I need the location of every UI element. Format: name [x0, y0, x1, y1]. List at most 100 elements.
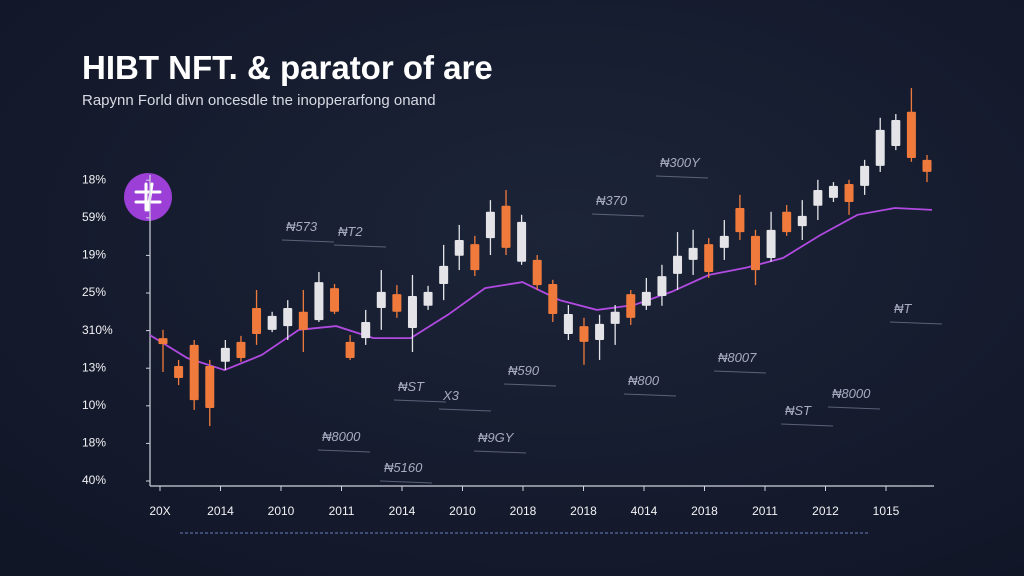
candle-body [236, 341, 246, 359]
candle-body [922, 159, 932, 172]
y-tick-label: 13% [82, 360, 106, 374]
candle-body [610, 311, 620, 324]
annotation-underline [393, 399, 447, 403]
candle-body [891, 120, 901, 146]
candle-body [376, 291, 386, 309]
annotation-underline [827, 406, 881, 410]
x-tick-label: 2012 [812, 504, 839, 518]
average-line [149, 207, 933, 372]
annotation-underline [591, 213, 645, 217]
candle-body [454, 239, 464, 256]
annotation: ₦9GY [478, 430, 515, 445]
candle-body [813, 189, 823, 206]
annotation: ₦T2 [338, 224, 363, 239]
candle-body [439, 265, 449, 284]
candle-body [392, 294, 402, 312]
x-tick-label: 2018 [691, 504, 718, 518]
chart-title: HIBT NFT. & parator of are [82, 49, 493, 86]
candle-body [906, 111, 916, 159]
y-tick-label: 18% [82, 172, 106, 186]
candle-body [688, 247, 698, 260]
annotation-underline [655, 175, 709, 179]
annotation-underline [503, 383, 557, 387]
candle-body [673, 255, 683, 274]
candle-body [189, 344, 199, 401]
y-tick-label: 40% [82, 473, 106, 487]
annotation-underline [713, 370, 767, 374]
x-tick-label: 2014 [389, 504, 416, 518]
candle-body [595, 323, 605, 340]
candle-body [579, 326, 589, 342]
annotation: ₦800 [628, 373, 660, 388]
annotation: ₦590 [508, 363, 540, 378]
candle-body [174, 365, 184, 378]
y-tick-label: 310% [82, 323, 113, 337]
candle-body [548, 283, 558, 315]
candle-body [828, 185, 838, 198]
candle-body [220, 347, 230, 362]
candle-body [252, 308, 262, 334]
y-tick-label: 18% [82, 436, 106, 450]
annotation-underline [333, 244, 387, 248]
annotation: ₦T [894, 301, 912, 316]
x-tick-label: 2018 [570, 504, 597, 518]
candle-body [501, 205, 511, 248]
annotation: ₦370 [596, 193, 628, 208]
y-tick-label: 59% [82, 210, 106, 224]
candle-body [283, 308, 293, 327]
candle-body [782, 211, 792, 233]
candle-body [330, 288, 340, 312]
candle-body [470, 244, 480, 271]
candle-body [875, 129, 885, 166]
y-tick-label: 25% [82, 285, 106, 299]
x-tick-label: 2014 [207, 504, 234, 518]
annotation: ₦ST [785, 403, 812, 418]
x-tick-label: 2011 [329, 504, 355, 518]
candle-body [158, 338, 168, 345]
annotation: ₦5160 [384, 460, 423, 475]
candle-body [735, 208, 745, 233]
candle-body [844, 183, 854, 203]
candle-body [485, 211, 495, 239]
candle-body [517, 221, 527, 262]
y-tick-label: 19% [82, 248, 106, 262]
candle-body [657, 276, 667, 297]
x-tick-label: 1015 [873, 504, 900, 518]
annotation: ₦8007 [718, 350, 757, 365]
candle-body [298, 311, 308, 330]
annotation-underline [438, 408, 492, 412]
candle-body [407, 296, 417, 328]
candle-body [626, 294, 636, 318]
candle-body [766, 229, 776, 259]
candle-body [750, 235, 760, 271]
annotation-underline [889, 321, 943, 325]
candle-body [563, 314, 573, 334]
candle-body [860, 165, 870, 186]
x-tick-label: 2018 [510, 504, 537, 518]
annotation-underline [780, 423, 834, 427]
candle-body [704, 244, 714, 272]
candle-body [267, 315, 277, 330]
x-tick-label: 2010 [268, 504, 295, 518]
candle-body [345, 341, 355, 359]
x-tick-label: 20X [149, 504, 170, 518]
candle-body [532, 259, 542, 286]
annotation-underline [473, 450, 527, 454]
annotation: ₦8000 [322, 429, 361, 444]
candle-body [205, 365, 215, 409]
x-tick-label: 2011 [752, 504, 778, 518]
annotation: X3 [442, 388, 460, 403]
x-tick-label: 2010 [449, 504, 476, 518]
annotation: ₦573 [286, 219, 318, 234]
x-tick-label: 4014 [631, 504, 658, 518]
candle-body [719, 235, 729, 248]
annotation: ₦ST [398, 379, 425, 394]
candle-body [641, 291, 651, 306]
annotation-underline [379, 480, 433, 484]
candle-body [314, 282, 324, 321]
annotation: ₦300Y [660, 155, 701, 170]
annotation-underline [317, 449, 371, 453]
candle-body [423, 291, 433, 306]
